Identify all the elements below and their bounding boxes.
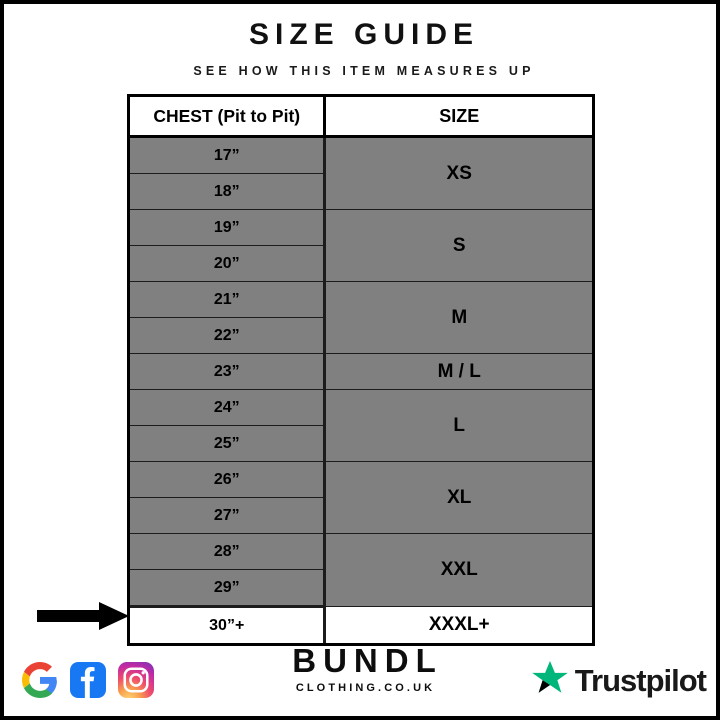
cell-chest: 28” <box>130 533 327 570</box>
right-arrow-icon <box>37 602 129 630</box>
column-header-chest: CHEST (Pit to Pit) <box>130 97 327 138</box>
cell-chest: 21” <box>130 281 327 318</box>
table-row: 27” <box>130 497 592 534</box>
cell-chest: 23” <box>130 353 327 390</box>
cell-chest: 18” <box>130 173 327 210</box>
cell-chest: 30”+ <box>130 606 327 643</box>
cell-size: L <box>324 389 592 462</box>
trustpilot-star-icon <box>531 660 569 701</box>
table-row: 17” XS <box>130 136 592 210</box>
size-table-container: CHEST (Pit to Pit) SIZE 17” XS 18” 19” S 20” 2… <box>127 94 595 646</box>
google-icon[interactable] <box>22 662 58 698</box>
column-header-size: SIZE <box>324 97 592 138</box>
trustpilot-logo[interactable]: Trustpilot <box>531 660 707 701</box>
table-row: 20” <box>130 245 592 282</box>
footer: BUNDL CLOTHING.CO.UK Trustpilot <box>4 642 716 716</box>
cell-chest: 17” <box>130 136 327 174</box>
table-row: 21” M <box>130 281 592 354</box>
facebook-icon[interactable] <box>70 662 106 698</box>
table-row: 30”+ XXXL+ <box>130 606 592 643</box>
cell-size: XS <box>324 136 592 210</box>
cell-size: XL <box>324 461 592 534</box>
cell-chest: 29” <box>130 569 327 608</box>
instagram-icon[interactable] <box>118 662 154 698</box>
cell-chest: 26” <box>130 461 327 498</box>
table-row: 29” <box>130 569 592 608</box>
cell-size: S <box>324 209 592 282</box>
cell-chest: 20” <box>130 245 327 282</box>
cell-chest: 25” <box>130 425 327 462</box>
table-row: 25” <box>130 425 592 462</box>
page-title: SIZE GUIDE <box>248 18 480 51</box>
size-table: CHEST (Pit to Pit) SIZE 17” XS 18” 19” S 20” 2… <box>130 97 592 643</box>
size-table-body: 17” XS 18” 19” S 20” 21” M 22” 23” M / L 24” L 25” 26”… <box>130 136 592 643</box>
cell-chest: 24” <box>130 389 327 426</box>
brand-domain: CLOTHING.CO.UK <box>295 682 436 694</box>
brand-name: BUNDL <box>292 642 443 679</box>
page-subtitle: SEE HOW THIS ITEM MEASURES UP <box>193 63 535 78</box>
social-links <box>22 662 154 698</box>
table-row: 23” M / L <box>130 353 592 390</box>
cell-size: XXXL+ <box>324 606 592 643</box>
brand-logo: BUNDL CLOTHING.CO.UK <box>4 642 716 696</box>
cell-chest: 27” <box>130 497 327 534</box>
table-row: 24” L <box>130 389 592 462</box>
cell-chest: 19” <box>130 209 327 246</box>
table-row: 22” <box>130 317 592 354</box>
cell-chest: 22” <box>130 317 327 354</box>
size-table-head: CHEST (Pit to Pit) SIZE <box>130 97 592 138</box>
cell-size: XXL <box>324 533 592 607</box>
table-row: 28” XXL <box>130 533 592 607</box>
table-row: 18” <box>130 173 592 210</box>
table-row: 26” XL <box>130 461 592 534</box>
trustpilot-wordmark: Trustpilot <box>574 663 707 698</box>
cell-size: M <box>324 281 592 354</box>
header: SIZE GUIDE SEE HOW THIS ITEM MEASURES UP <box>4 18 716 78</box>
table-row: 19” S <box>130 209 592 282</box>
table-header-row: CHEST (Pit to Pit) SIZE <box>130 97 592 138</box>
cell-size: M / L <box>324 353 592 390</box>
